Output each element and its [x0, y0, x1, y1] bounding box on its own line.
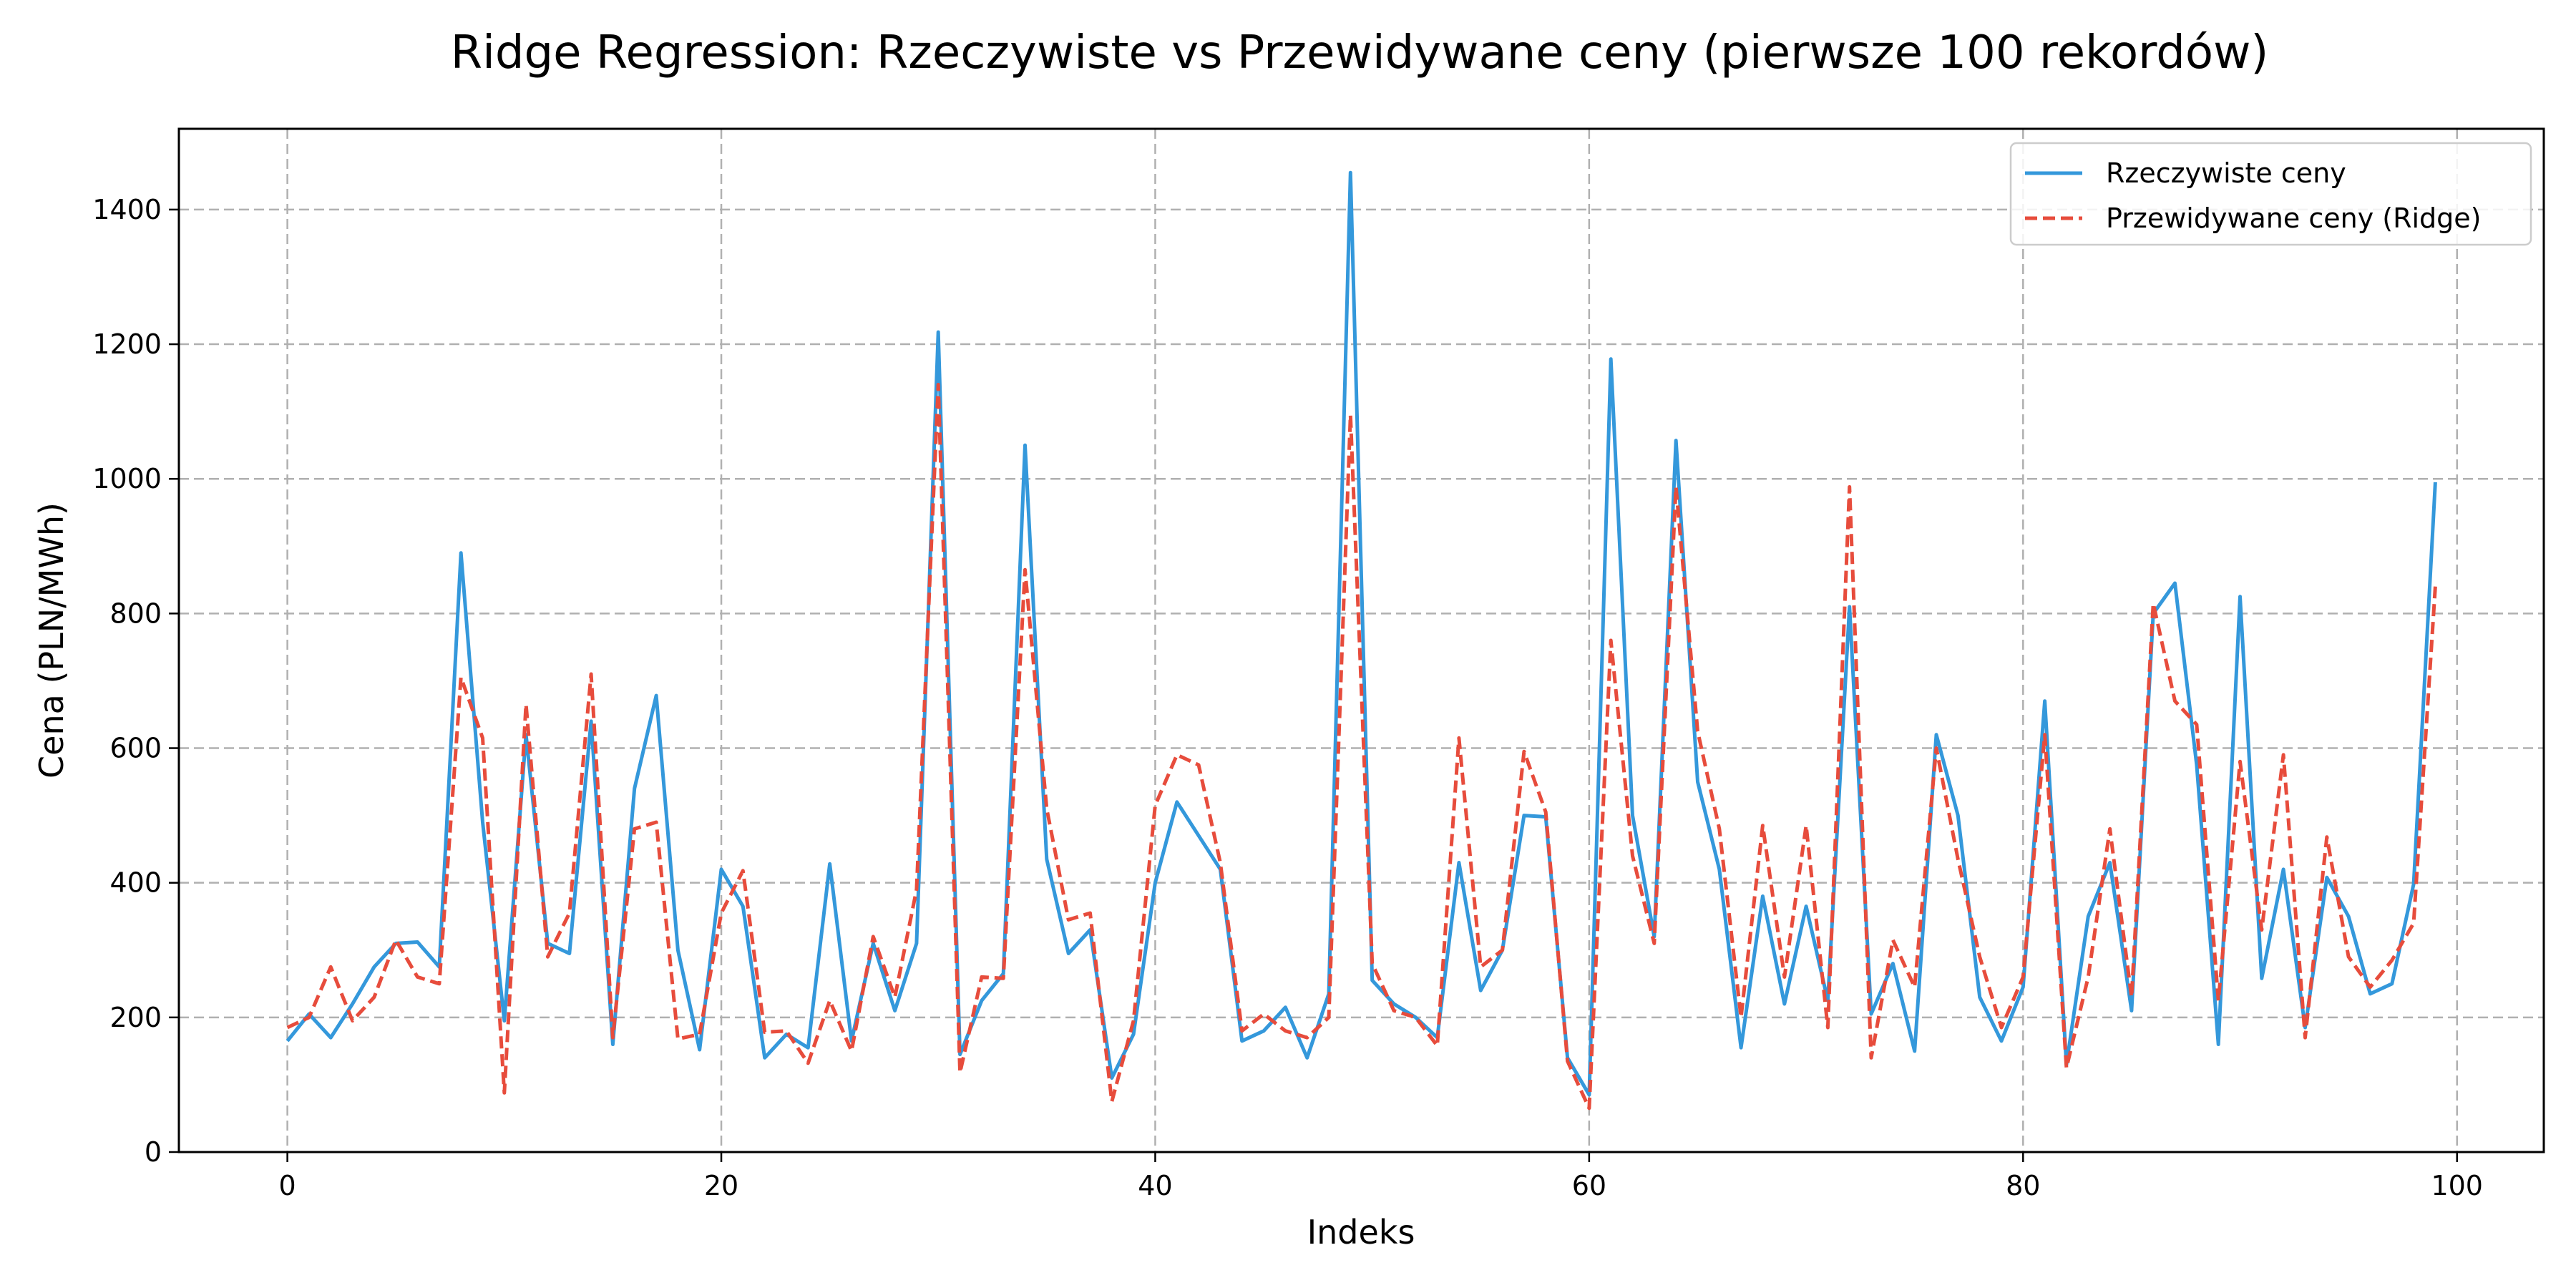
x-axis-label: Indeks	[1307, 1213, 1415, 1252]
y-tick-label: 400	[109, 867, 162, 899]
x-tick-label: 0	[279, 1170, 296, 1201]
x-tick-label: 60	[1572, 1170, 1606, 1201]
y-tick-label: 200	[109, 1002, 162, 1033]
legend-box	[2009, 142, 2532, 246]
y-tick-label: 1200	[92, 328, 162, 360]
y-tick-label: 600	[109, 733, 162, 764]
x-tick-label: 80	[2006, 1170, 2040, 1201]
chart-title: Ridge Regression: Rzeczywiste vs Przewid…	[451, 26, 2269, 79]
x-ticks: 0 20 40 60 80 100	[279, 1152, 2483, 1201]
plot-frame	[177, 127, 2545, 1153]
y-tick-label: 800	[109, 597, 162, 629]
y-axis-label: Cena (PLN/MWh)	[32, 502, 71, 779]
legend-label-1: Rzeczywiste ceny	[2106, 157, 2346, 189]
x-tick-label: 20	[704, 1170, 738, 1201]
y-ticks: 0 200 400 600 800 1000 1200 1400	[92, 194, 179, 1168]
y-tick-label: 0	[145, 1136, 162, 1168]
series-layer	[286, 170, 2437, 1111]
legend: Rzeczywiste ceny Przewidywane ceny (Ridge…	[2009, 142, 2532, 246]
series-line-1	[286, 170, 2437, 1097]
x-tick-label: 40	[1138, 1170, 1172, 1201]
y-tick-label: 1400	[92, 194, 162, 225]
series-line-2	[286, 383, 2437, 1111]
y-tick-label: 1000	[92, 463, 162, 494]
x-tick-label: 100	[2431, 1170, 2483, 1201]
legend-label-2: Przewidywane ceny (Ridge)	[2106, 203, 2482, 234]
